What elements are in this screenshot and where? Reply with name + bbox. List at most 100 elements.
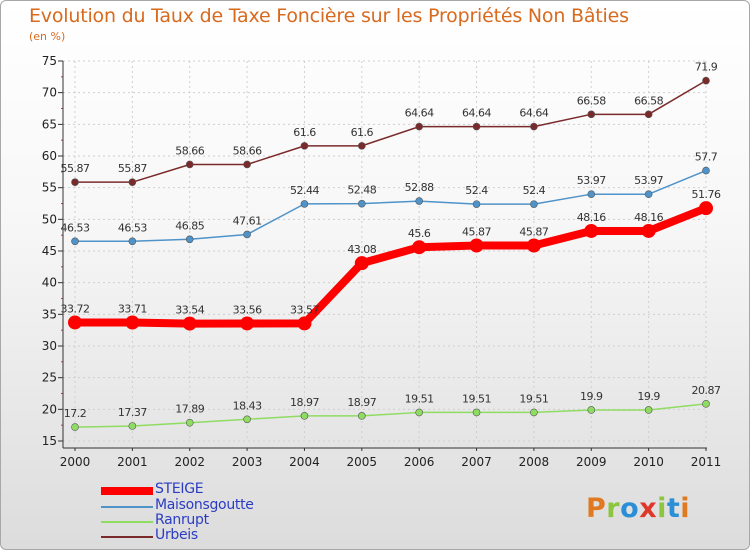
data-point-maisonsgoutte: [300, 200, 309, 208]
data-label-steige: 33.72: [61, 302, 90, 315]
data-label-maisonsgoutte: 53.97: [634, 174, 663, 187]
logo-letter: i: [680, 493, 691, 524]
x-tick-label: 2000: [60, 455, 91, 469]
data-label-ranrupt: 19.51: [462, 392, 491, 405]
y-tick-label: 25: [42, 371, 57, 385]
y-tick-label: 20: [42, 402, 57, 416]
data-point-urbeis: [185, 160, 194, 169]
data-point-steige: [699, 201, 713, 216]
data-point-urbeis: [530, 122, 538, 131]
logo-letter: r: [606, 493, 621, 524]
legend-label: Maisonsgoutte: [155, 497, 254, 513]
x-tick-label: 2011: [691, 455, 722, 469]
grid-lines: [63, 60, 707, 442]
data-point-ranrupt: [243, 415, 251, 424]
logo-letter: i: [657, 493, 667, 524]
data-point-steige: [182, 316, 197, 331]
data-point-maisonsgoutte: [587, 190, 596, 198]
data-label-urbeis: 55.87: [61, 162, 90, 175]
data-label-maisonsgoutte: 52.4: [465, 184, 488, 197]
data-label-steige: 33.57: [290, 303, 319, 316]
data-label-steige: 43.08: [347, 243, 376, 256]
y-tick-label: 40: [42, 276, 57, 290]
data-point-maisonsgoutte: [358, 199, 366, 208]
data-point-urbeis: [71, 178, 79, 186]
data-label-maisonsgoutte: 52.4: [523, 184, 546, 197]
data-label-steige: 45.87: [519, 225, 548, 238]
data-point-maisonsgoutte: [644, 190, 653, 198]
data-label-ranrupt: 19.51: [405, 392, 434, 405]
data-point-ranrupt: [300, 412, 309, 420]
data-label-maisonsgoutte: 47.61: [233, 214, 262, 227]
x-tick-label: 2004: [289, 455, 320, 469]
y-tick-label: 30: [42, 339, 57, 353]
data-point-urbeis: [702, 76, 710, 85]
data-label-ranrupt: 19.9: [580, 390, 603, 403]
data-label-steige: 33.56: [233, 303, 262, 316]
x-tick-label: 2006: [404, 455, 435, 469]
legend-label: STEIGE: [155, 481, 204, 497]
data-point-steige: [641, 223, 656, 238]
data-point-ranrupt: [587, 406, 596, 414]
y-tick-label: 65: [42, 117, 57, 131]
y-tick-label: 70: [42, 86, 57, 100]
data-label-urbeis: 66.58: [577, 94, 606, 107]
data-label-ranrupt: 18.97: [290, 396, 319, 409]
legend-label: Ranrupt: [155, 512, 209, 528]
data-label-ranrupt: 17.37: [118, 406, 147, 419]
data-labels: 33.72 33.71 33.54 33.56 33.57 43.08 45.6 45.87 4…: [61, 61, 722, 420]
x-tick-label: 2009: [576, 455, 607, 469]
data-point-ranrupt: [185, 418, 194, 427]
x-tick-label: 2003: [232, 455, 263, 469]
data-label-steige: 48.16: [634, 211, 663, 224]
data-label-ranrupt: 19.51: [519, 392, 548, 405]
data-label-maisonsgoutte: 57.7: [695, 151, 718, 164]
data-point-urbeis: [358, 142, 366, 150]
data-label-maisonsgoutte: 52.48: [347, 184, 376, 197]
data-point-steige: [469, 238, 484, 253]
logo-letter: o: [620, 493, 640, 524]
legend-swatch: [101, 536, 153, 538]
data-label-maisonsgoutte: 52.44: [290, 184, 319, 197]
data-label-ranrupt: 17.2: [64, 407, 87, 420]
data-label-maisonsgoutte: 46.53: [61, 221, 90, 234]
data-label-ranrupt: 19.9: [637, 390, 660, 403]
data-label-steige: 33.71: [118, 303, 147, 316]
data-label-urbeis: 71.9: [695, 61, 718, 74]
data-label-urbeis: 66.58: [634, 94, 663, 107]
data-point-maisonsgoutte: [243, 230, 251, 239]
data-point-urbeis: [415, 122, 423, 131]
data-label-maisonsgoutte: 53.97: [577, 174, 606, 187]
data-point-maisonsgoutte: [472, 200, 481, 208]
data-label-maisonsgoutte: 46.85: [175, 219, 204, 232]
data-point-ranrupt: [71, 423, 79, 431]
data-point-maisonsgoutte: [702, 166, 710, 175]
legend-swatch: [101, 521, 153, 523]
data-label-ranrupt: 18.97: [347, 396, 376, 409]
data-point-urbeis: [587, 110, 596, 119]
logo-letter: P: [586, 493, 607, 524]
series-line-ranrupt: [74, 403, 707, 428]
data-point-maisonsgoutte: [185, 235, 194, 244]
data-point-urbeis: [472, 122, 481, 131]
data-point-urbeis: [644, 110, 653, 119]
data-point-maisonsgoutte: [128, 237, 137, 246]
legend-label: Urbeis: [155, 527, 198, 543]
y-tick-label: 50: [42, 212, 57, 226]
data-label-urbeis: 64.64: [519, 107, 548, 120]
data-point-steige: [412, 240, 427, 255]
proxiti-logo: Proxiti: [586, 493, 690, 524]
data-label-steige: 51.76: [692, 188, 721, 201]
data-label-urbeis: 58.66: [233, 144, 262, 157]
data-label-ranrupt: 17.89: [175, 403, 204, 416]
data-label-ranrupt: 20.87: [692, 384, 721, 397]
data-point-ranrupt: [415, 408, 423, 417]
data-label-urbeis: 64.64: [462, 107, 491, 120]
data-point-steige: [297, 316, 312, 331]
data-point-steige: [68, 315, 82, 330]
data-point-ranrupt: [644, 406, 653, 414]
series-lines: [68, 76, 713, 431]
data-label-steige: 45.6: [408, 227, 431, 240]
